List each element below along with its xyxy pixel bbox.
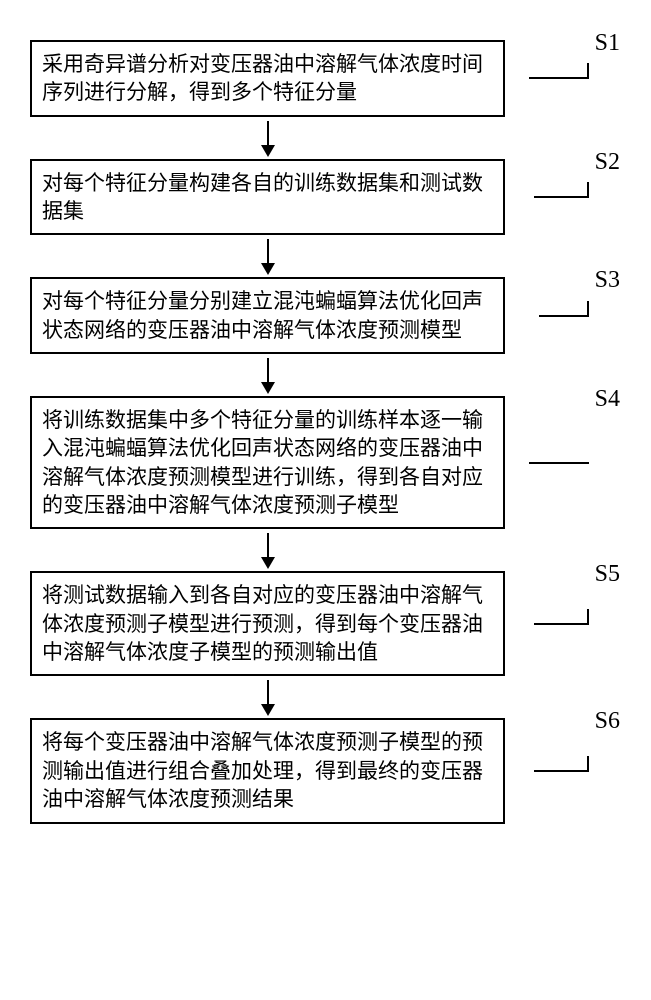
step-row-s6: 将每个变压器油中溶解气体浓度预测子模型的预测输出值进行组合叠加处理，得到最终的变… bbox=[30, 718, 620, 823]
step-row-s3: 对每个特征分量分别建立混沌蝙蝠算法优化回声状态网络的变压器油中溶解气体浓度预测模… bbox=[30, 277, 620, 354]
step-box-s4: 将训练数据集中多个特征分量的训练样本逐一输入混沌蝙蝠算法优化回声状态网络的变压器… bbox=[30, 396, 505, 529]
step-box-s5: 将测试数据输入到各自对应的变压器油中溶解气体浓度预测子模型进行预测，得到每个变压… bbox=[30, 571, 505, 676]
step-label-s6: S6 bbox=[595, 708, 620, 735]
step-label-s2: S2 bbox=[595, 149, 620, 176]
flowchart: 采用奇异谱分析对变压器油中溶解气体浓度时间序列进行分解，得到多个特征分量S1 对… bbox=[30, 40, 620, 824]
arrow-down-icon bbox=[30, 354, 505, 396]
step-box-s2: 对每个特征分量构建各自的训练数据集和测试数据集 bbox=[30, 159, 505, 236]
step-label-s5: S5 bbox=[595, 561, 620, 588]
leader-line bbox=[505, 623, 589, 625]
arrow-down-icon bbox=[30, 235, 505, 277]
leader-line bbox=[505, 770, 589, 772]
step-label-s1: S1 bbox=[595, 30, 620, 57]
step-box-s3: 对每个特征分量分别建立混沌蝙蝠算法优化回声状态网络的变压器油中溶解气体浓度预测模… bbox=[30, 277, 505, 354]
step-row-s4: 将训练数据集中多个特征分量的训练样本逐一输入混沌蝙蝠算法优化回声状态网络的变压器… bbox=[30, 396, 620, 529]
step-row-s5: 将测试数据输入到各自对应的变压器油中溶解气体浓度预测子模型进行预测，得到每个变压… bbox=[30, 571, 620, 676]
leader-line bbox=[505, 462, 589, 464]
arrow-down-icon bbox=[30, 117, 505, 159]
leader-line bbox=[505, 315, 589, 317]
step-box-s6: 将每个变压器油中溶解气体浓度预测子模型的预测输出值进行组合叠加处理，得到最终的变… bbox=[30, 718, 505, 823]
arrow-down-icon bbox=[30, 529, 505, 571]
step-label-s4: S4 bbox=[595, 386, 620, 413]
arrow-down-icon bbox=[30, 676, 505, 718]
leader-line bbox=[505, 196, 589, 198]
step-row-s1: 采用奇异谱分析对变压器油中溶解气体浓度时间序列进行分解，得到多个特征分量S1 bbox=[30, 40, 620, 117]
step-box-s1: 采用奇异谱分析对变压器油中溶解气体浓度时间序列进行分解，得到多个特征分量 bbox=[30, 40, 505, 117]
step-label-s3: S3 bbox=[595, 267, 620, 294]
step-row-s2: 对每个特征分量构建各自的训练数据集和测试数据集S2 bbox=[30, 159, 620, 236]
leader-line bbox=[505, 77, 589, 79]
